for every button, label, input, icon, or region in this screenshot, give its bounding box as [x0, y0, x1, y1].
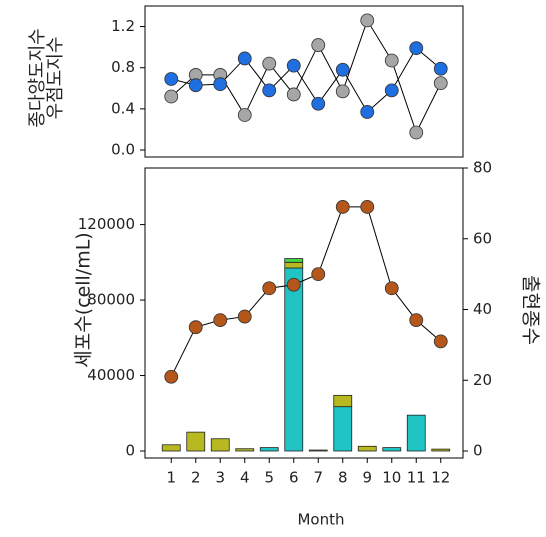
marker: [360, 200, 375, 214]
x-axis-label: Month: [297, 511, 344, 529]
marker: [262, 281, 277, 296]
y-tick-label: 80000: [87, 291, 135, 309]
x-tick-label: 7: [313, 469, 323, 487]
bar: [210, 438, 230, 452]
x-tick-label: 11: [407, 469, 426, 487]
marker: [164, 89, 179, 104]
marker: [384, 83, 399, 98]
x-tick-label: 3: [215, 469, 225, 487]
marker: [335, 62, 350, 77]
y-tick-label: 0.8: [111, 58, 135, 76]
series-line: [171, 47, 442, 113]
bar: [308, 449, 328, 452]
y2-axis-label: 출현종수: [520, 275, 542, 345]
series-label: 종다양도지수: [27, 28, 48, 127]
marker: [262, 83, 277, 98]
y-tick-label: 80: [473, 159, 492, 177]
y-tick-label: 0.0: [111, 141, 135, 159]
series-line: [170, 206, 442, 377]
y-tick-label: 60: [473, 229, 492, 247]
marker: [164, 369, 179, 384]
bar: [259, 447, 279, 452]
x-tick-label: 9: [362, 469, 372, 487]
bar: [186, 431, 206, 452]
marker: [335, 84, 350, 99]
marker: [237, 309, 252, 324]
bar: [431, 448, 451, 452]
marker: [384, 53, 399, 68]
y-tick-label: 120000: [78, 215, 135, 233]
marker: [237, 51, 252, 66]
x-tick-label: 2: [191, 469, 201, 487]
marker: [409, 125, 424, 140]
marker: [433, 61, 448, 76]
marker: [360, 105, 375, 119]
top-frame: [144, 5, 464, 158]
marker: [188, 78, 203, 93]
marker: [262, 56, 277, 71]
marker: [433, 334, 448, 349]
x-tick-label: 8: [338, 469, 348, 487]
bar: [235, 448, 255, 452]
y-tick-label: 0.4: [111, 99, 135, 117]
x-tick-label: 1: [166, 469, 176, 487]
marker: [311, 96, 326, 111]
bar: [382, 447, 402, 452]
marker: [311, 38, 326, 52]
marker: [311, 267, 326, 282]
bar: [284, 261, 304, 269]
y-tick-label: 0: [473, 442, 483, 460]
bar: [161, 444, 181, 452]
y-axis-label: 세포수(cell/mL): [73, 232, 95, 367]
bar: [333, 394, 353, 408]
marker: [164, 72, 179, 86]
marker: [286, 87, 301, 102]
marker: [286, 277, 301, 292]
x-tick-label: 10: [382, 469, 401, 487]
marker: [409, 41, 424, 56]
y-tick-label: 20: [473, 371, 492, 389]
marker: [213, 77, 228, 92]
marker: [433, 76, 448, 91]
bar: [357, 445, 377, 452]
marker: [409, 313, 424, 328]
bottom-frame: [144, 167, 464, 459]
marker: [188, 320, 203, 335]
bar: [333, 406, 353, 452]
x-tick-label: 5: [264, 469, 274, 487]
y-tick-label: 40000: [87, 366, 135, 384]
bar: [406, 414, 426, 452]
marker: [360, 13, 375, 28]
marker: [237, 108, 252, 122]
marker: [335, 200, 350, 214]
marker: [286, 58, 301, 73]
y-tick-label: 1.2: [111, 17, 135, 35]
x-tick-label: 12: [431, 469, 450, 487]
x-tick-label: 4: [240, 469, 250, 487]
marker: [213, 313, 228, 328]
y-tick-label: 40: [473, 300, 492, 318]
marker: [384, 281, 399, 296]
bar: [284, 258, 304, 263]
y-tick-label: 0: [125, 442, 135, 460]
bar: [284, 267, 304, 452]
x-tick-label: 6: [289, 469, 299, 487]
series-label: 우점도지수: [45, 37, 66, 120]
